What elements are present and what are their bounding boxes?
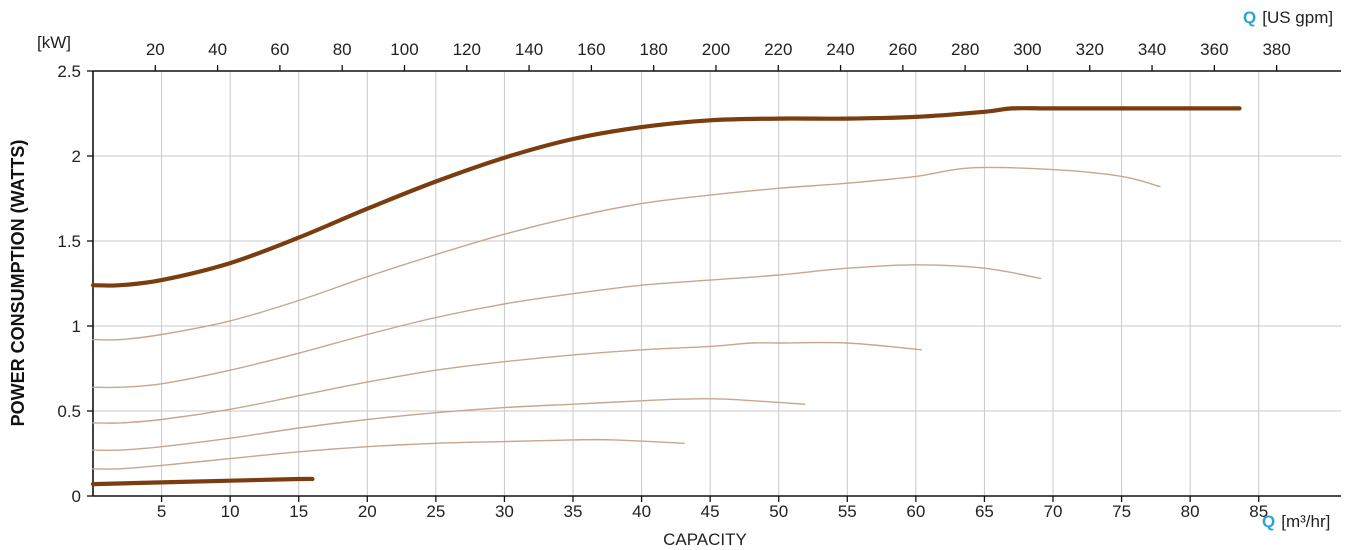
top-tick-label: 200	[702, 40, 730, 59]
x-tick-label: 80	[1181, 502, 1200, 521]
top-tick-label: 20	[146, 40, 165, 59]
series-line-1	[90, 106, 1242, 288]
y-tick-label: 1.5	[57, 232, 81, 251]
top-tick-label: 360	[1200, 40, 1228, 59]
x-tick-label: 25	[426, 502, 445, 521]
y-tick-label: 2	[72, 147, 81, 166]
top-tick-label: 340	[1138, 40, 1166, 59]
x-tick-label: 75	[1112, 502, 1131, 521]
x-tick-label: 55	[838, 502, 857, 521]
series-line-7	[90, 476, 315, 487]
series-line-6	[92, 438, 685, 470]
x-tick-label: 30	[495, 502, 514, 521]
top-tick-label: 80	[333, 40, 352, 59]
x-tick-label: 60	[906, 502, 925, 521]
x-tick-label: 15	[289, 502, 308, 521]
top-tick-label: 380	[1262, 40, 1290, 59]
x-tick-label: 35	[564, 502, 583, 521]
y-tick-label: 0	[72, 487, 81, 506]
series-line-3	[92, 264, 1042, 389]
x-tick-label: 65	[975, 502, 994, 521]
y-axis-title: POWER CONSUMPTION (WATTS)	[8, 140, 28, 427]
x-tick-label: 50	[769, 502, 788, 521]
x-tick-label: 20	[358, 502, 377, 521]
x-tick-label: 40	[632, 502, 651, 521]
x-axis-title: CAPACITY	[663, 530, 747, 549]
x-tick-label: 10	[221, 502, 240, 521]
top-tick-label: 280	[951, 40, 979, 59]
series-line-4	[92, 341, 923, 424]
top-tick-label: 220	[764, 40, 792, 59]
top-tick-label: 300	[1013, 40, 1041, 59]
top-tick-label: 140	[515, 40, 543, 59]
x-tick-label: 70	[1044, 502, 1063, 521]
top-tick-label: 240	[826, 40, 854, 59]
top-tick-label: 120	[453, 40, 481, 59]
y-tick-label: 2.5	[57, 62, 81, 81]
series-line-5	[92, 397, 806, 452]
y-tick-label: 1	[72, 317, 81, 336]
x-tick-label: 5	[157, 502, 166, 521]
x-tick-label: 85	[1249, 502, 1268, 521]
top-tick-label: 260	[889, 40, 917, 59]
y-tick-label: 0.5	[57, 402, 81, 421]
top-tick-label: 100	[390, 40, 418, 59]
top-tick-label: 180	[639, 40, 667, 59]
x-tick-label: 45	[701, 502, 720, 521]
top-tick-label: 40	[208, 40, 227, 59]
top-tick-label: 320	[1076, 40, 1104, 59]
x-unit-top-label: Q [US gpm]	[1243, 8, 1333, 27]
y-unit-label: [kW]	[37, 33, 71, 52]
x-unit-bottom-label: Q [m³/hr]	[1262, 512, 1330, 531]
series-line-2	[92, 166, 1161, 341]
top-tick-label: 160	[577, 40, 605, 59]
top-tick-label: 60	[270, 40, 289, 59]
